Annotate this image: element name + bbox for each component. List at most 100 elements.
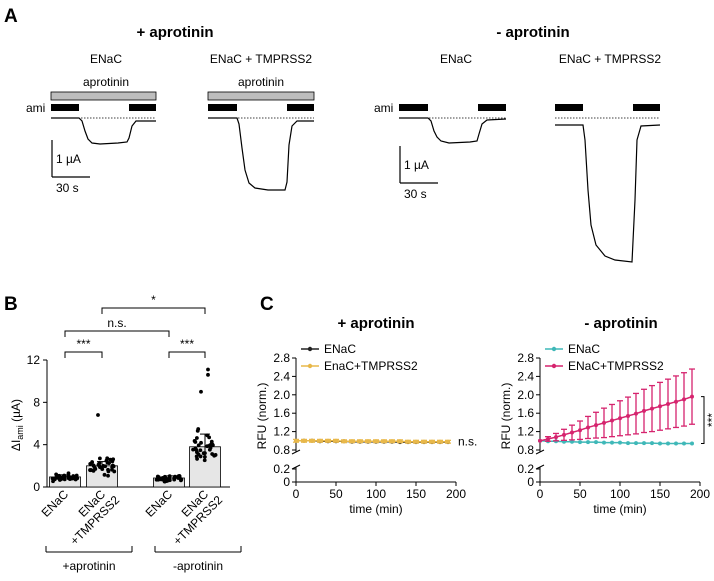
b-data-point — [88, 468, 93, 473]
ami-bar — [633, 104, 660, 111]
b-data-point — [207, 447, 212, 452]
c-data-point — [294, 438, 298, 443]
b-data-point — [160, 477, 165, 482]
b-data-point — [199, 440, 203, 445]
c-y-tick-label: 2.8 — [273, 351, 290, 365]
b-data-point — [51, 479, 55, 484]
c-data-point — [562, 432, 566, 437]
c-y-axis-label: RFU (norm.) — [255, 383, 269, 450]
panel-a-left-title: + aprotinin — [136, 24, 213, 41]
panel-a: + aprotinin - aprotinin ENaC ENaC + TMPR… — [26, 24, 661, 263]
c-data-point — [666, 441, 670, 446]
b-data-point — [97, 461, 102, 465]
c-data-point — [666, 402, 670, 406]
c-data-point — [674, 399, 678, 404]
b-data-point — [105, 460, 110, 465]
b-data-point — [199, 389, 203, 394]
b-data-point — [62, 477, 67, 482]
c-data-point — [318, 438, 322, 443]
c-data-point — [390, 439, 394, 444]
group-label-minus-aprotinin: -aprotinin — [173, 559, 223, 573]
b-data-point — [88, 462, 93, 466]
b-data-point — [205, 444, 210, 449]
b-data-point — [209, 442, 214, 447]
c-x-tick-label: 50 — [573, 487, 587, 501]
b-significance-label: n.s. — [107, 316, 126, 330]
c-axis-break-mark — [535, 464, 545, 470]
c-data-point — [570, 439, 574, 444]
ami-bar — [287, 104, 314, 111]
b-x-tick-label: ENaC+TMPRSS2 — [57, 483, 122, 548]
c-y-tick-label: 1.2 — [273, 425, 290, 439]
b-data-point — [167, 475, 172, 480]
c-y-tick-label: 2.4 — [273, 369, 290, 383]
c-data-point — [618, 440, 622, 445]
b-data-point — [194, 454, 199, 459]
c-y-tick-label: 0.8 — [273, 443, 290, 457]
b-significance-label: *** — [180, 337, 194, 351]
panel-letter-c: C — [260, 294, 274, 315]
c-data-point — [350, 439, 354, 444]
b-data-point — [198, 454, 203, 459]
b-data-point — [165, 478, 170, 483]
b-data-point — [106, 473, 110, 478]
b-data-point — [206, 372, 210, 377]
b-data-point — [198, 448, 203, 453]
c-data-point — [310, 438, 314, 443]
c-y-tick-label: 0.2 — [517, 462, 534, 476]
c-data-point — [586, 425, 590, 430]
b-x-tick-label: ENaC — [143, 487, 176, 520]
b-significance-bracket — [64, 351, 103, 358]
panel-c-minus-aprotinin: - aprotinin 0.8 1.2 1.6 2.0 2.4 2.8 00.20 50 100… — [499, 315, 714, 516]
c1-title: + aprotinin — [337, 315, 414, 332]
c-data-point — [538, 438, 542, 443]
b-data-point — [92, 465, 97, 470]
c-x-tick-label: 100 — [610, 487, 630, 501]
b-data-point — [103, 464, 108, 469]
c2-annotation: *** — [705, 413, 714, 427]
b-data-point — [206, 367, 210, 372]
c-data-point — [414, 439, 418, 444]
c-y-axis-label: RFU (norm.) — [499, 383, 513, 450]
b-data-point — [193, 440, 198, 444]
aprotinin-bar-label-2: aprotinin — [238, 75, 284, 89]
b-data-point — [205, 433, 210, 438]
current-trace-2 — [208, 117, 314, 191]
c-y-tick-label: 2.0 — [517, 388, 534, 402]
scale-time-label-left: 30 s — [56, 181, 79, 195]
c-data-point — [594, 423, 598, 428]
c-data-point — [634, 411, 638, 416]
aprotinin-bar-2 — [207, 91, 315, 101]
ami-bar — [51, 104, 79, 111]
c-legend-label: ENaC+TMPRSS2 — [568, 359, 664, 373]
c-axis-break-mark — [291, 449, 301, 455]
b-y-tick-label: 12 — [27, 353, 41, 367]
b-data-point — [91, 468, 96, 473]
c-data-point — [682, 441, 686, 446]
b-data-point — [213, 453, 218, 457]
c-data-point — [690, 441, 694, 446]
c-x-tick-label: 200 — [690, 487, 710, 501]
b-data-point — [202, 454, 207, 459]
b-data-point — [156, 476, 161, 481]
c-data-point — [302, 438, 306, 443]
c-x-tick-label: 200 — [446, 487, 466, 501]
c-y-tick-label: 1.6 — [273, 406, 290, 420]
c-data-point — [430, 439, 434, 444]
c-data-point — [358, 439, 362, 444]
b-data-point — [105, 456, 110, 461]
c-data-point — [398, 439, 402, 444]
trace-4-label: ENaC + TMPRSS2 — [559, 52, 661, 66]
c-x-axis-label: time (min) — [593, 502, 646, 516]
c-legend-marker — [307, 363, 313, 369]
b-data-point — [57, 473, 62, 478]
c-axis-break-mark — [535, 449, 545, 455]
c-data-point — [618, 416, 622, 421]
c-data-point — [438, 439, 442, 444]
b-dots — [50, 367, 218, 484]
c-data-point — [570, 430, 574, 435]
panel-letter-b: B — [4, 294, 18, 315]
scale-current-label-right: 1 µA — [404, 158, 429, 172]
b-data-point — [176, 476, 181, 480]
